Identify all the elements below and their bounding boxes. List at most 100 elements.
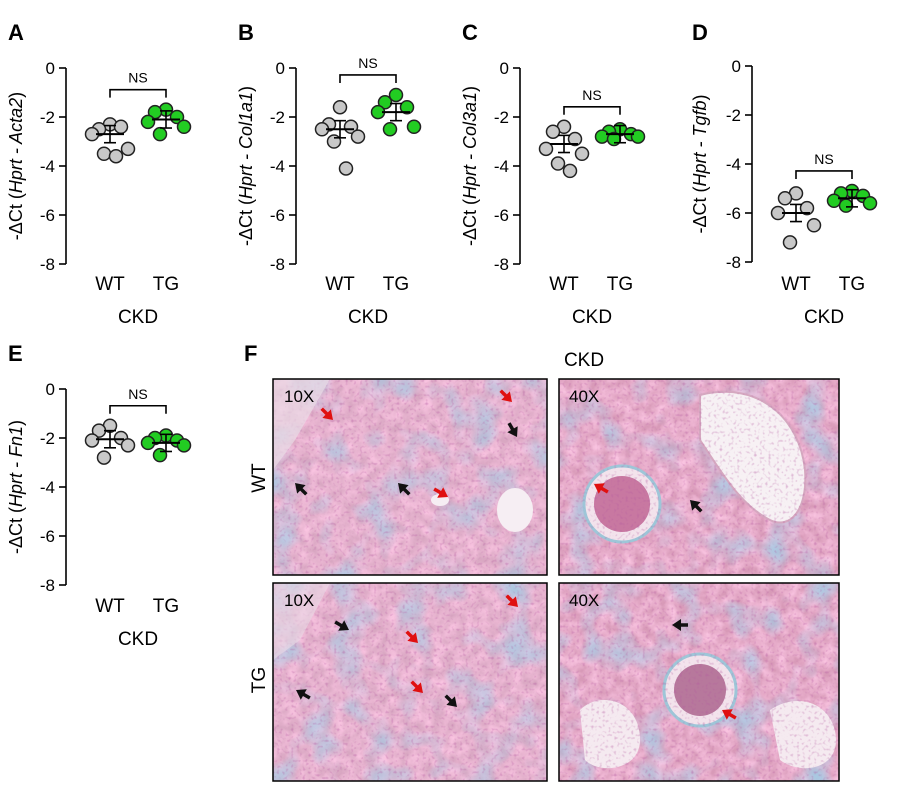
annotation-arrows [295, 389, 737, 720]
red-arrow [410, 680, 423, 693]
y-axis-label: -ΔCt (Hprt - Fn1) [6, 420, 26, 554]
x-category-label-wt: WT [549, 274, 579, 295]
data-point-tg [862, 195, 878, 211]
x-axis-label: CKD [118, 629, 158, 650]
micrograph-tg-10x [272, 582, 548, 782]
black-arrow-head [672, 619, 681, 631]
data-point-tg [594, 129, 610, 144]
y-axis-label-suffix: ) [460, 86, 480, 92]
data-point-wt [538, 141, 554, 157]
panel-letter-d: D [692, 20, 708, 45]
data-point-tg [826, 193, 842, 208]
y-axis-label-prefix: -ΔCt ( [236, 199, 256, 246]
y-axis-label-prefix: -ΔCt ( [690, 187, 710, 234]
red-arrow-head [407, 632, 418, 643]
black-arrow [444, 694, 457, 707]
significance-label: NS [128, 386, 147, 402]
red-arrow [722, 709, 737, 720]
black-arrow [296, 689, 311, 700]
data-point-wt [562, 163, 578, 179]
data-point-wt [806, 218, 822, 233]
significance-bracket [795, 170, 853, 179]
x-category-label-wt: WT [325, 274, 355, 295]
red-arrow [505, 594, 518, 607]
micrograph-tg-40x [558, 582, 840, 782]
y-axis-label-gene: Hprt - Tgfb [690, 100, 710, 186]
red-arrow [405, 630, 418, 643]
red-arrow-head [507, 596, 518, 607]
black-arrow [334, 620, 349, 631]
data-point-wt [332, 99, 348, 115]
black-arrow-head [507, 426, 518, 437]
x-axis-label: CKD [348, 307, 388, 328]
panel-b: B 0 -2 -4 -6 -8 -ΔCt (Hprt - Col1a1) WT TG CKD NS [236, 20, 422, 328]
red-arrow-head [412, 682, 423, 693]
y-tick-label: 0 [46, 380, 55, 399]
red-arrow-head [322, 409, 333, 420]
panel-letter-c: C [462, 20, 478, 45]
red-arrow-head [437, 487, 448, 498]
red-arrow-head [722, 709, 733, 720]
red-arrow [433, 487, 448, 498]
panel-letter-a: A [8, 20, 24, 45]
y-tick-label: -8 [270, 255, 285, 274]
data-point-tg [406, 119, 422, 135]
y-tick-label: -4 [726, 155, 741, 174]
y-tick-label: -8 [494, 255, 509, 274]
row-label-tg: TG [249, 667, 270, 693]
y-tick-label: -2 [40, 429, 55, 448]
x-category-label-wt: WT [781, 274, 811, 295]
y-axis-label: -ΔCt (Hprt - Col3a1) [460, 86, 480, 246]
y-axis-label-suffix: ) [236, 86, 256, 92]
panel-d: D 0 -2 -4 -6 -8 -ΔCt (Hprt - Tgfb) WT TG CKD NS [690, 20, 878, 328]
x-category-label-tg: TG [607, 274, 633, 295]
significance-bracket [339, 74, 397, 83]
x-axis-label: CKD [118, 307, 158, 328]
panel-e: E 0 -2 -4 -6 -8 -ΔCt (Hprt - Fn1) WT TG CKD NS [6, 341, 192, 650]
y-tick-label: -6 [726, 204, 741, 223]
data-point-wt [326, 134, 342, 149]
panel-letter-b: B [238, 20, 254, 45]
data-point-wt [108, 148, 124, 164]
black-arrow-head [398, 483, 409, 494]
black-arrow-head [338, 620, 349, 631]
y-tick-label: -4 [270, 157, 285, 176]
data-point-tg [630, 129, 646, 144]
black-arrow-head [295, 483, 306, 494]
mag-label-tg-10x: 10X [284, 591, 314, 610]
x-category-label-wt: WT [95, 596, 125, 617]
data-point-tg [176, 438, 192, 453]
data-point-wt [120, 438, 136, 453]
black-arrow [507, 422, 518, 437]
red-arrow-head [594, 483, 605, 494]
data-point-tg [388, 87, 404, 103]
y-axis-label-gene: Hprt - Acta2 [6, 98, 26, 193]
micrograph-wt-40x [558, 378, 840, 576]
data-point-tg [382, 122, 398, 137]
data-point-wt [782, 235, 798, 250]
y-axis-label-gene: Hprt - Col1a1 [236, 92, 256, 199]
red-arrow [594, 483, 609, 494]
y-tick-label: -6 [494, 206, 509, 225]
black-arrow [690, 500, 703, 513]
y-axis-label-gene: Hprt - Fn1 [6, 426, 26, 507]
data-point-wt [574, 146, 590, 161]
x-axis-label: CKD [572, 307, 612, 328]
y-axis-label-prefix: -ΔCt ( [6, 193, 26, 240]
y-tick-label: -4 [40, 478, 55, 497]
data-point-wt [350, 129, 366, 144]
panel-a: A 0 -2 -4 -6 -8 -ΔCt (Hprt - Acta2) WT TG CKD NS [6, 20, 192, 328]
y-tick-label: -8 [40, 576, 55, 595]
mag-label-tg-40x: 40X [569, 591, 599, 610]
y-tick-label: 0 [732, 57, 741, 76]
x-axis-label: CKD [804, 307, 844, 328]
black-arrow-head [690, 500, 701, 511]
y-tick-label: -8 [40, 255, 55, 274]
data-point-wt [120, 141, 136, 157]
y-tick-label: -6 [40, 527, 55, 546]
x-category-label-wt: WT [95, 274, 125, 295]
y-tick-label: -2 [40, 108, 55, 127]
y-tick-label: -4 [40, 157, 55, 176]
data-point-wt [338, 161, 354, 176]
